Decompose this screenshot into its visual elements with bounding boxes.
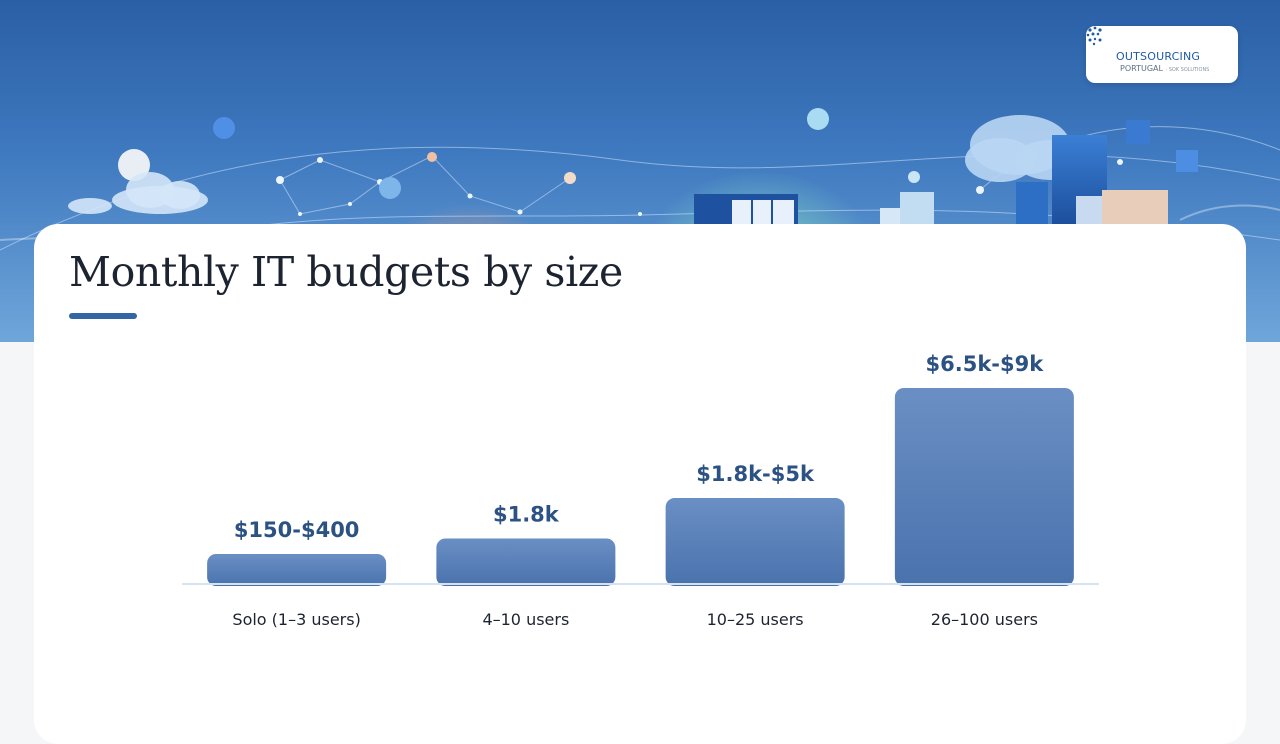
company-logo: OUTSOURCING PORTUGAL · SOK SOLUTIONS [1086, 26, 1238, 83]
bar-1 [207, 554, 387, 586]
moon-orb [118, 149, 150, 181]
logo-text-portugal: PORTUGAL · SOK SOLUTIONS [1120, 64, 1209, 73]
aqua-orb [807, 108, 829, 130]
blue-orb [213, 117, 235, 139]
logo-text-portugal-sub: · SOK SOLUTIONS [1165, 67, 1210, 73]
buildings-right [880, 120, 1198, 227]
blue-orb-small [379, 177, 401, 199]
network-nodes [276, 157, 1123, 216]
peach-orb [427, 152, 437, 162]
bar-value-label-2: $1.8k [493, 502, 560, 526]
category-label-3: 10–25 users [707, 610, 804, 629]
bar-2 [436, 538, 616, 586]
bar-chart: $150-$400 Solo (1–3 users) $1.8k 4–10 users… [182, 352, 1099, 629]
title-accent-bar [69, 313, 137, 319]
category-label-1: Solo (1–3 users) [232, 610, 360, 629]
bar-value-label-1: $150-$400 [234, 518, 360, 542]
cream-orb [564, 172, 576, 184]
bar-4 [894, 388, 1074, 586]
logo-text-outsourcing: OUTSOURCING [1116, 50, 1201, 63]
bar-value-label-4: $6.5k-$9k [926, 352, 1045, 376]
category-label-4: 26–100 users [931, 610, 1038, 629]
bar-3 [665, 498, 845, 586]
bar-value-label-3: $1.8k-$5k [696, 462, 815, 486]
cloud-left [68, 172, 208, 214]
logo-dots-icon [1086, 26, 1102, 46]
category-label-2: 4–10 users [482, 610, 569, 629]
aqua-orb-small [908, 171, 920, 183]
page-title: Monthly IT budgets by size [69, 248, 623, 296]
building-center [694, 194, 798, 228]
logo-text-portugal-main: PORTUGAL [1120, 64, 1163, 73]
